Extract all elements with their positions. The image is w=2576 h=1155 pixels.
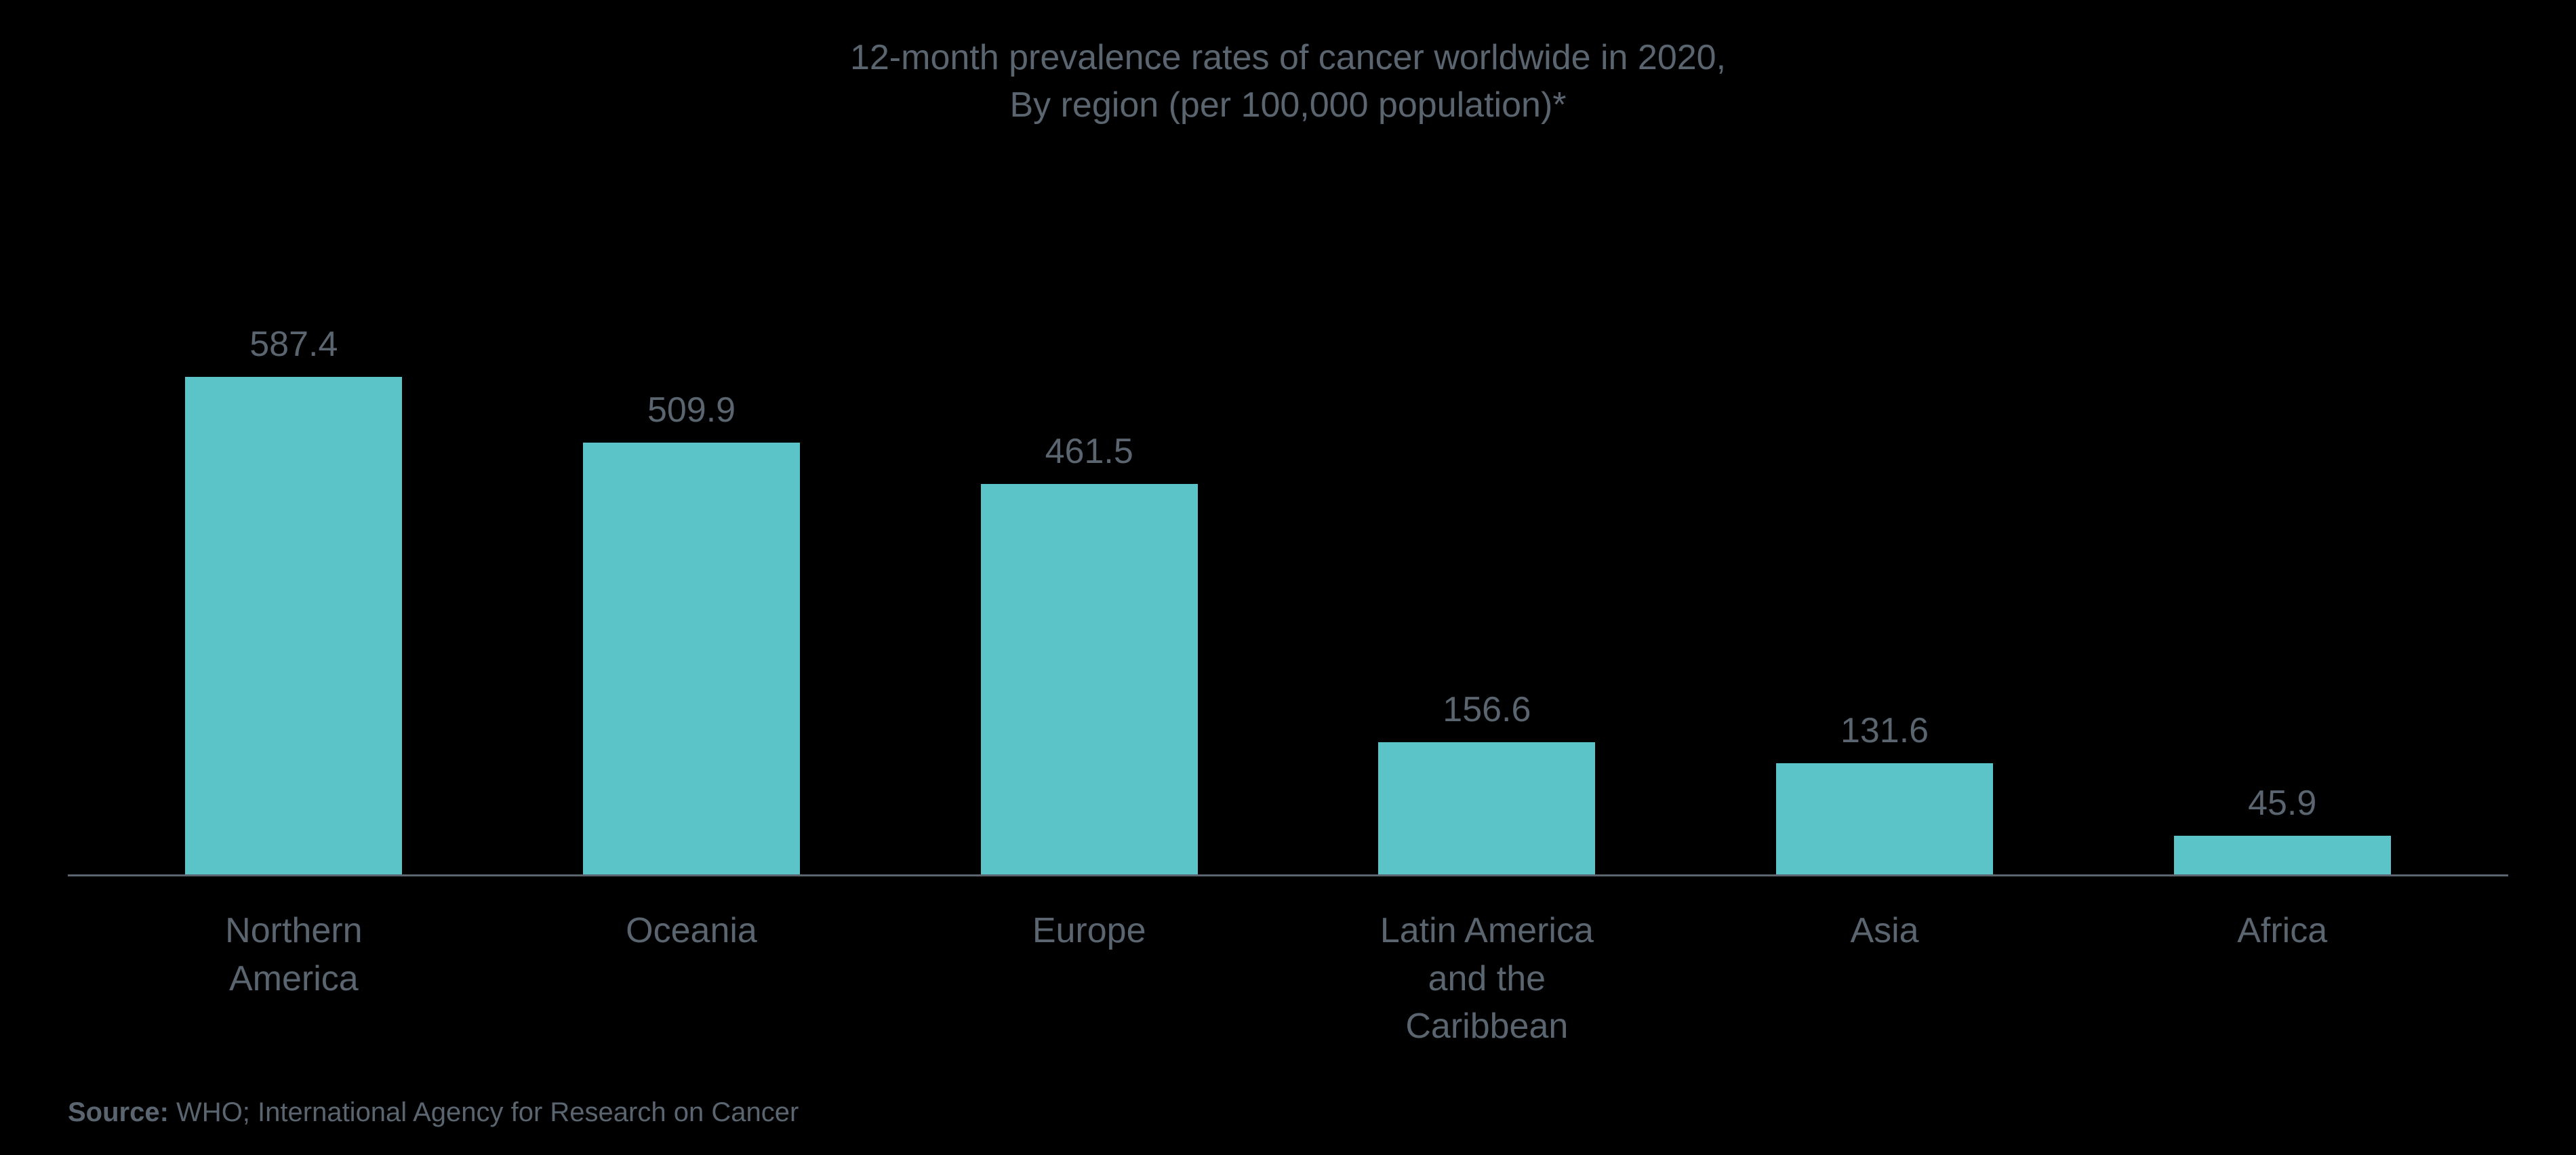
source-line: Source: WHO; International Agency for Re… — [68, 1097, 2508, 1128]
bar-group: 461.5 — [890, 169, 1288, 874]
bar-group: 156.6 — [1288, 169, 1686, 874]
source-text: WHO; International Agency for Research o… — [169, 1097, 799, 1127]
category-label: Asia — [1686, 907, 2084, 1050]
chart-title-line1: 12-month prevalence rates of cancer worl… — [68, 34, 2508, 81]
category-label: Oceania — [493, 907, 891, 1050]
bar-group: 45.9 — [2083, 169, 2481, 874]
bar-rect — [1378, 742, 1595, 875]
bar-value-label: 131.6 — [1840, 710, 1929, 751]
category-labels-row: NorthernAmericaOceaniaEuropeLatin Americ… — [68, 876, 2508, 1050]
bars-region: 587.4 509.9 461.5 156.6 131.6 45.9 — [68, 169, 2508, 874]
bar-value-label: 45.9 — [2248, 783, 2316, 824]
bar-group: 509.9 — [493, 169, 891, 874]
bar-rect — [981, 484, 1198, 875]
bar-value-label: 156.6 — [1443, 689, 1531, 730]
bar-group: 131.6 — [1686, 169, 2084, 874]
bar-rect — [583, 443, 800, 874]
bar-rect — [2174, 836, 2391, 874]
category-label: NorthernAmerica — [95, 907, 493, 1050]
bar-value-label: 509.9 — [647, 390, 736, 430]
chart-title: 12-month prevalence rates of cancer worl… — [68, 34, 2508, 129]
category-label: Latin Americaand theCaribbean — [1288, 907, 1686, 1050]
category-label: Europe — [890, 907, 1288, 1050]
category-label: Africa — [2083, 907, 2481, 1050]
bar-rect — [1776, 763, 1993, 875]
bar-value-label: 461.5 — [1045, 431, 1133, 472]
chart-title-line2: By region (per 100,000 population)* — [68, 81, 2508, 129]
source-prefix: Source: — [68, 1097, 169, 1127]
chart-area: 587.4 509.9 461.5 156.6 131.6 45.9 NorthernAm… — [68, 169, 2508, 1050]
bar-rect — [185, 377, 402, 874]
bar-value-label: 587.4 — [249, 324, 338, 365]
bar-group: 587.4 — [95, 169, 493, 874]
